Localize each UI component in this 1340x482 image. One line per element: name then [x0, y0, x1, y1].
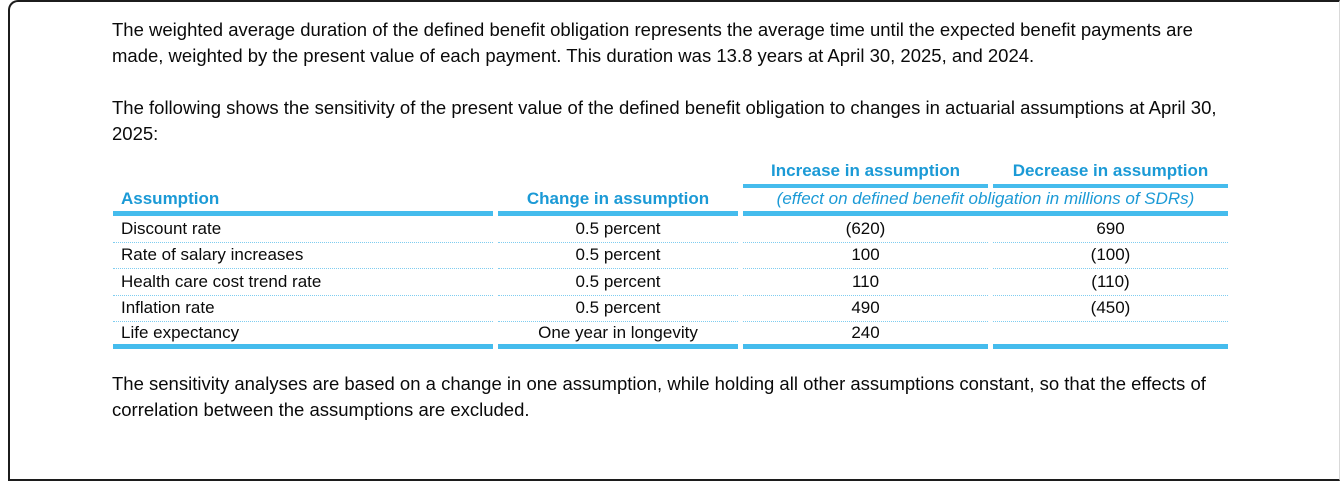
cell-assumption: Discount rate — [113, 216, 493, 243]
table-row: Life expectancy One year in longevity 24… — [113, 322, 1228, 349]
sensitivity-table: Increase in assumption Decrease in assum… — [108, 161, 1233, 349]
paragraph-intro: The following shows the sensitivity of t… — [112, 97, 1217, 144]
column-group-decrease: Decrease in assumption — [993, 161, 1228, 188]
table-group-header-row: Increase in assumption Decrease in assum… — [113, 161, 1228, 188]
cell-change: 0.5 percent — [498, 216, 738, 243]
column-header-assumption: Assumption — [113, 188, 493, 216]
cell-decrease: 690 — [993, 216, 1228, 243]
paragraph-note: The sensitivity analyses are based on a … — [112, 373, 1206, 420]
table-row: Inflation rate 0.5 percent 490 (450) — [113, 296, 1228, 322]
table-header-row: Assumption Change in assumption (effect … — [113, 188, 1228, 216]
cell-decrease: (100) — [993, 243, 1228, 269]
cell-decrease — [993, 322, 1228, 349]
column-group-increase: Increase in assumption — [743, 161, 988, 188]
page-frame — [8, 0, 1340, 481]
cell-change: 0.5 percent — [498, 296, 738, 322]
cell-assumption: Inflation rate — [113, 296, 493, 322]
paragraph-duration: The weighted average duration of the def… — [112, 19, 1193, 66]
cell-increase: 110 — [743, 269, 988, 296]
cell-assumption: Health care cost trend rate — [113, 269, 493, 296]
group-header-spacer — [113, 161, 738, 188]
table-subheader: (effect on defined benefit obligation in… — [743, 188, 1228, 216]
cell-change: 0.5 percent — [498, 243, 738, 269]
cell-decrease: (110) — [993, 269, 1228, 296]
column-header-change: Change in assumption — [498, 188, 738, 216]
cell-assumption: Rate of salary increases — [113, 243, 493, 269]
cell-increase: 240 — [743, 322, 988, 349]
cell-increase: (620) — [743, 216, 988, 243]
cell-assumption: Life expectancy — [113, 322, 493, 349]
cell-increase: 100 — [743, 243, 988, 269]
table-row: Health care cost trend rate 0.5 percent … — [113, 269, 1228, 296]
cell-change: One year in longevity — [498, 322, 738, 349]
cell-increase: 490 — [743, 296, 988, 322]
cell-change: 0.5 percent — [498, 269, 738, 296]
table-row: Rate of salary increases 0.5 percent 100… — [113, 243, 1228, 269]
cell-decrease: (450) — [993, 296, 1228, 322]
table-row: Discount rate 0.5 percent (620) 690 — [113, 216, 1228, 243]
